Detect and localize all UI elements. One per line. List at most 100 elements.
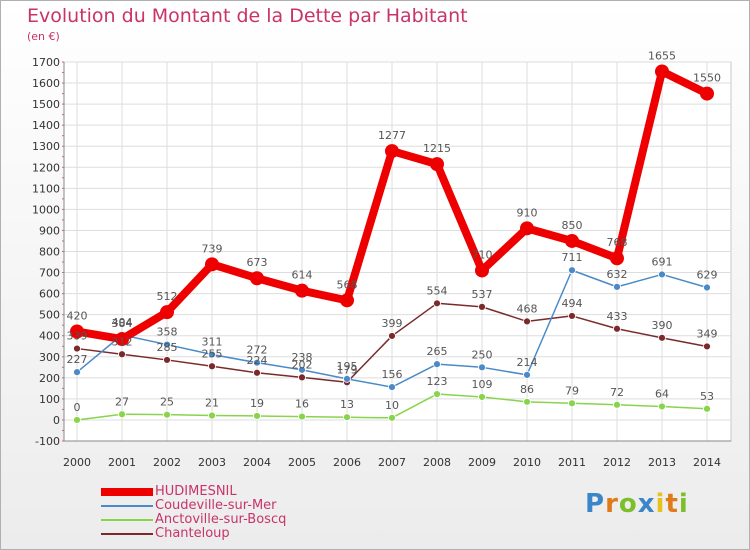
legend-item-hudimesnil: HUDIMESNIL [101,485,286,499]
data-label: 399 [382,317,403,330]
data-point [343,374,351,383]
chart-title: Evolution du Montant de la Dette par Hab… [27,5,468,27]
data-point [340,293,354,308]
data-point [253,358,261,367]
data-label: 568 [337,278,358,291]
data-point [655,64,669,79]
data-label: 554 [427,284,448,297]
data-point [298,373,306,382]
data-point [430,157,444,172]
y-tick-label: 700 [39,267,60,280]
data-point [388,413,396,422]
data-label: 1550 [693,72,721,85]
y-tick-label: 600 [39,288,60,301]
legend-swatch-anctoville [101,519,153,521]
legend-label-anctoville: Anctoville-sur-Boscq [155,512,287,527]
data-point [658,333,666,342]
data-label: 53 [700,390,714,403]
legend-label-chanteloup: Chanteloup [155,526,230,541]
data-label: 1215 [423,142,451,155]
data-label: 21 [205,397,219,410]
data-label: 850 [562,219,583,232]
data-point [253,412,261,420]
data-point [385,144,399,159]
x-tick-label: 2000 [63,456,91,469]
data-point [568,399,576,408]
data-label: 384 [112,317,133,330]
data-point [70,324,84,339]
data-label: 632 [607,268,628,281]
legend-swatch-chanteloup [101,533,153,535]
data-point [250,271,264,286]
data-label: 238 [292,351,313,364]
data-label: 72 [610,386,624,399]
legend-item-chanteloup: Chanteloup [101,527,286,541]
data-point [208,350,216,359]
data-label: 739 [202,242,223,255]
data-point [205,257,219,272]
logo-letter: t [665,489,679,519]
data-point [703,404,711,413]
data-label: 123 [427,375,448,388]
data-point [613,324,621,333]
data-label: 86 [520,383,534,396]
data-label: 390 [652,319,673,332]
data-label: 109 [472,378,493,391]
legend: HUDIMESNIL Coudeville-sur-Mer Anctoville… [101,485,286,541]
y-tick-label: 200 [39,372,60,385]
y-tick-label: 1200 [32,161,60,174]
proxiti-logo: Proxiti [585,489,689,519]
data-point [388,383,396,391]
data-label: 25 [160,396,174,409]
data-point [163,340,171,349]
data-point [703,342,711,351]
data-point [163,410,171,419]
data-label: 311 [202,335,223,348]
data-label: 537 [472,288,493,301]
logo-letter: o [618,489,638,519]
x-tick-label: 2014 [693,456,721,469]
data-point [520,221,534,236]
data-label: 272 [247,344,268,357]
legend-item-coudeville: Coudeville-sur-Mer [101,499,286,513]
x-tick-label: 2010 [513,456,541,469]
data-label: 768 [607,236,628,249]
data-label: 339 [67,330,88,343]
data-point [610,251,624,266]
data-point [568,312,576,320]
data-point [523,317,531,326]
y-tick-label: 800 [39,246,60,259]
logo-letter: i [655,489,666,519]
y-tick-label: 1100 [32,182,60,195]
data-label: 79 [565,384,579,397]
data-label: 64 [655,387,669,400]
data-label: 673 [247,256,268,269]
logo-letter: i [678,489,689,519]
data-label: 19 [250,397,264,410]
data-point [703,283,711,292]
y-tick-label: 1300 [32,140,60,153]
data-point [478,393,486,401]
y-tick-label: -100 [35,435,60,448]
data-point [433,360,441,369]
data-point [523,397,531,406]
data-point [613,400,621,409]
y-tick-label: 1600 [32,77,60,90]
x-tick-label: 2013 [648,456,676,469]
data-point [613,282,621,291]
legend-label-coudeville: Coudeville-sur-Mer [155,498,277,513]
legend-label-hudimesnil: HUDIMESNIL [155,484,237,499]
data-point [478,302,486,311]
y-tick-label: 400 [39,330,60,343]
x-tick-label: 2009 [468,456,496,469]
data-label: 1655 [648,49,676,62]
data-point [73,416,81,424]
data-label: 312 [112,335,133,348]
x-tick-label: 2006 [333,456,361,469]
data-point [118,350,126,359]
data-point [433,299,441,308]
data-point [658,270,666,279]
data-label: 255 [202,347,223,360]
